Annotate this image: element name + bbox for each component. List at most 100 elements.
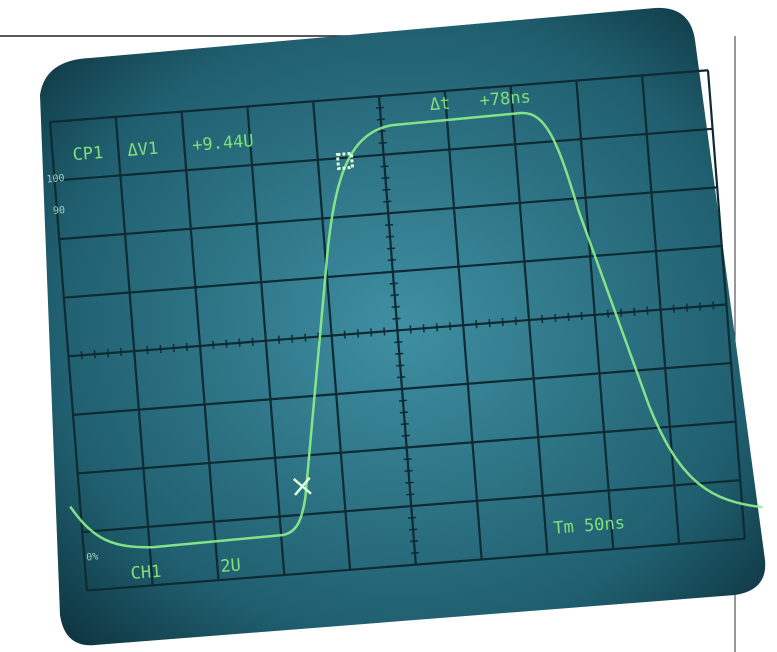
axis-tick	[187, 343, 188, 351]
axis-tick	[412, 564, 420, 565]
axis-tick	[200, 342, 201, 350]
readout-text: CH1	[130, 562, 162, 584]
axis-tick	[358, 330, 359, 338]
axis-tick	[134, 347, 135, 355]
axis-tick	[402, 435, 410, 436]
axis-tick	[395, 353, 403, 354]
scale-label: 0%	[86, 552, 99, 564]
axis-tick	[266, 337, 267, 345]
axis-tick	[385, 225, 393, 226]
axis-tick	[213, 341, 214, 349]
axis-tick	[399, 400, 407, 401]
axis-tick	[476, 320, 477, 328]
axis-tick	[371, 328, 372, 336]
axis-tick	[634, 308, 635, 316]
axis-tick	[68, 352, 69, 360]
axis-tick	[502, 318, 503, 326]
axis-tick	[239, 339, 240, 347]
axis-tick	[687, 304, 688, 312]
axis-tick	[382, 190, 390, 191]
axis-tick	[396, 365, 404, 366]
axis-tick	[393, 318, 401, 319]
axis-tick	[409, 529, 417, 530]
axis-tick	[344, 331, 345, 339]
axis-tick	[392, 307, 400, 308]
axis-tick	[463, 321, 464, 329]
axis-tick	[383, 201, 391, 202]
photo: CP1ΔV1+9.44UΔt+78ns100900%CH12UTm 50ns	[0, 0, 777, 652]
axis-tick	[386, 236, 394, 237]
axis-tick	[408, 517, 416, 518]
axis-tick	[608, 310, 609, 318]
axis-tick	[411, 553, 419, 554]
axis-tick	[401, 424, 409, 425]
axis-tick	[516, 317, 517, 325]
scale-label: 90	[53, 205, 66, 217]
axis-tick	[555, 314, 556, 322]
axis-tick	[389, 272, 397, 273]
axis-tick	[121, 348, 122, 356]
axis-tick	[673, 305, 674, 313]
axis-tick	[568, 313, 569, 321]
axis-tick	[160, 345, 161, 353]
axis-tick	[305, 334, 306, 342]
axis-tick	[700, 303, 701, 311]
page: CP1ΔV1+9.44UΔt+78ns100900%CH12UTm 50ns (…	[0, 0, 777, 652]
axis-tick	[375, 96, 383, 97]
axis-tick	[108, 349, 109, 357]
axis-tick	[594, 311, 595, 319]
axis-tick	[381, 178, 389, 179]
axis-tick	[226, 340, 227, 348]
axis-tick	[331, 332, 332, 340]
axis-tick	[647, 307, 648, 315]
axis-tick	[81, 351, 82, 359]
axis-tick	[252, 338, 253, 346]
axis-tick	[376, 108, 384, 109]
axis-tick	[384, 327, 385, 335]
axis-tick	[94, 350, 95, 358]
axis-tick	[407, 506, 415, 507]
axis-tick	[404, 459, 412, 460]
axis-tick	[410, 541, 418, 542]
axis-tick	[581, 312, 582, 320]
axis-tick	[398, 389, 406, 390]
axis-tick	[292, 335, 293, 343]
axis-tick	[173, 344, 174, 352]
axis-tick	[391, 295, 399, 296]
axis-tick	[529, 316, 530, 324]
axis-tick	[450, 322, 451, 330]
axis-tick	[437, 323, 438, 331]
axis-tick	[394, 342, 402, 343]
axis-tick	[489, 319, 490, 327]
axis-tick	[423, 324, 424, 332]
axis-tick	[397, 377, 405, 378]
axis-tick	[726, 301, 727, 309]
readout-text: Δt	[429, 94, 451, 116]
axis-tick	[384, 213, 392, 214]
axis-tick	[279, 336, 280, 344]
axis-tick	[393, 330, 401, 331]
axis-tick	[387, 248, 395, 249]
axis-tick	[403, 447, 411, 448]
axis-tick	[542, 315, 543, 323]
axis-tick	[390, 283, 398, 284]
axis-tick	[621, 309, 622, 317]
axis-tick	[379, 143, 387, 144]
axis-tick	[405, 482, 413, 483]
axis-tick	[406, 494, 414, 495]
axis-tick	[147, 346, 148, 354]
scale-label: 100	[46, 173, 65, 185]
readout-text: CP1	[72, 143, 104, 165]
readout-text: +78ns	[479, 87, 532, 111]
axis-tick	[380, 154, 388, 155]
axis-tick	[378, 131, 386, 132]
axis-tick	[400, 412, 408, 413]
axis-tick	[713, 302, 714, 310]
axis-tick	[404, 471, 412, 472]
readout-text: 2U	[220, 555, 242, 577]
readout-text: ΔV1	[127, 139, 159, 161]
axis-tick	[388, 260, 396, 261]
axis-tick	[410, 325, 411, 333]
axis-tick	[381, 166, 389, 167]
axis-tick	[660, 306, 661, 314]
